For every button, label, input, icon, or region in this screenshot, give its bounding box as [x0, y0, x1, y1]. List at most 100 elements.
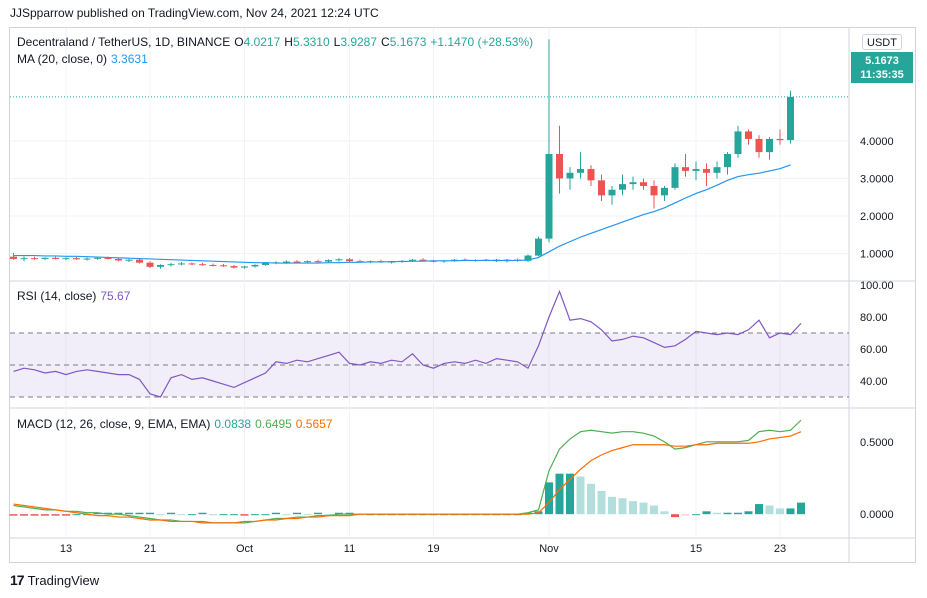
candle-body [409, 259, 416, 261]
macd-histogram-bar [125, 512, 133, 515]
candle-body [20, 258, 28, 260]
macd-histogram-bar [545, 482, 553, 515]
macd-histogram-bar [41, 514, 49, 516]
macd-histogram-bar [293, 512, 301, 515]
time-tick-label: 21 [144, 543, 156, 555]
rsi-tick-label: 100.00 [860, 280, 894, 292]
macd-histogram-bar [261, 514, 270, 516]
candle-body [724, 154, 731, 168]
macd-histogram-bar [660, 511, 669, 515]
macd-histogram-bar [240, 514, 249, 516]
macd-histogram-bar [734, 512, 742, 515]
candle-body [451, 259, 458, 261]
macd-histogram-bar [209, 514, 217, 516]
macd-histogram-bar [20, 514, 28, 516]
macd-histogram-bar [135, 512, 144, 515]
rsi-label: RSI (14, close) [17, 289, 97, 303]
macd-histogram-bar [776, 508, 784, 515]
tradingview-brand[interactable]: 17 TradingView [10, 572, 99, 588]
macd-label: MACD (12, 26, close, 9, EMA, EMA) [17, 417, 211, 431]
candle-body [104, 257, 112, 259]
candle-body [241, 266, 248, 268]
symbol-legend: Decentraland / TetherUS, 1D, BINANCE O4.0… [17, 35, 537, 49]
macd-histogram-bar [692, 514, 700, 516]
publish-info: JJSpparrow published on TradingView.com,… [10, 6, 379, 20]
high-label: H [284, 35, 293, 49]
candle-body [62, 258, 70, 260]
open-value: 4.0217 [243, 35, 281, 49]
macd-tick-label: 0.5000 [860, 437, 894, 449]
macd-histogram-bar [608, 496, 616, 515]
macd-histogram-bar [93, 512, 102, 515]
candle-body [608, 189, 616, 196]
candle-body [745, 131, 752, 139]
candle-body [115, 258, 122, 261]
candle-body [703, 169, 710, 173]
macd-histogram-bar [324, 514, 333, 516]
macd-histogram-bar [702, 511, 711, 515]
symbol-name: Decentraland / TetherUS, 1D, BINANCE [17, 35, 231, 49]
macd-legend: MACD (12, 26, close, 9, EMA, EMA) 0.0838 0… [17, 417, 337, 431]
macd-signal-value: 0.5657 [295, 417, 333, 431]
candle-body [73, 258, 80, 260]
macd-tick-label: 0.0000 [860, 509, 894, 521]
low-value: 3.9287 [340, 35, 378, 49]
candle-body [776, 138, 784, 141]
candle-body [640, 182, 647, 186]
candle-body [10, 256, 17, 259]
macd-histogram-bar [156, 514, 165, 516]
ma-line [13, 164, 791, 264]
macd-histogram-bar [524, 512, 532, 515]
macd-histogram-bar [576, 476, 585, 515]
high-value: 5.3310 [292, 35, 330, 49]
macd-line-value: 0.6495 [255, 417, 292, 431]
candle-body [283, 261, 290, 263]
macd-histogram-bar [566, 473, 574, 515]
macd-histogram-bar [146, 512, 154, 515]
change-value: +1.1470 (+28.53%) [430, 35, 534, 49]
close-value: 5.1673 [389, 35, 427, 49]
candle-body [787, 96, 794, 141]
macd-histogram-bar [303, 514, 312, 516]
close-label: C [381, 35, 390, 49]
tradingview-logo-icon: 17 [10, 572, 25, 588]
candle-body [167, 264, 175, 266]
macd-histogram-bar [639, 502, 648, 515]
candle-body [419, 259, 427, 261]
macd-histogram-bar [555, 473, 564, 515]
time-tick-label: 11 [344, 543, 355, 555]
open-label: O [234, 35, 244, 49]
candle-body [220, 265, 227, 267]
candle-body [692, 169, 700, 171]
macd-histogram-bar [282, 514, 291, 516]
candle-body [262, 262, 269, 265]
macd-histogram-bar [335, 512, 343, 515]
macd-histogram-bar [765, 505, 774, 515]
price-tick-label: 4.0000 [860, 136, 894, 148]
macd-histogram-bar [177, 514, 186, 516]
candle-body [619, 184, 626, 190]
macd-histogram-bar [597, 491, 606, 515]
currency-button[interactable]: USDT [862, 34, 902, 50]
ma-value: 3.3631 [111, 52, 148, 66]
time-tick-label: 15 [690, 543, 702, 555]
candle-body [314, 261, 322, 263]
macd-histogram-bar [251, 514, 259, 516]
macd-histogram-bar [314, 512, 322, 515]
last-price-tag: 5.1673 11:35:35 [851, 52, 913, 83]
candle-body [136, 259, 143, 263]
rsi-tick-label: 80.00 [860, 312, 888, 324]
macd-histogram-bar [681, 514, 690, 516]
macd-histogram-bar [345, 512, 354, 515]
time-tick-label: Nov [539, 543, 559, 555]
macd-histogram-value: 0.0838 [214, 417, 252, 431]
price-tick-label: 2.0000 [860, 211, 894, 223]
candle-body [577, 169, 584, 173]
macd-histogram-bar [755, 504, 763, 515]
rsi-tick-label: 40.00 [860, 376, 888, 388]
candle-body [188, 263, 196, 265]
last-price: 5.1673 [865, 55, 899, 67]
chart-frame [9, 27, 916, 563]
low-label: L [333, 35, 341, 49]
